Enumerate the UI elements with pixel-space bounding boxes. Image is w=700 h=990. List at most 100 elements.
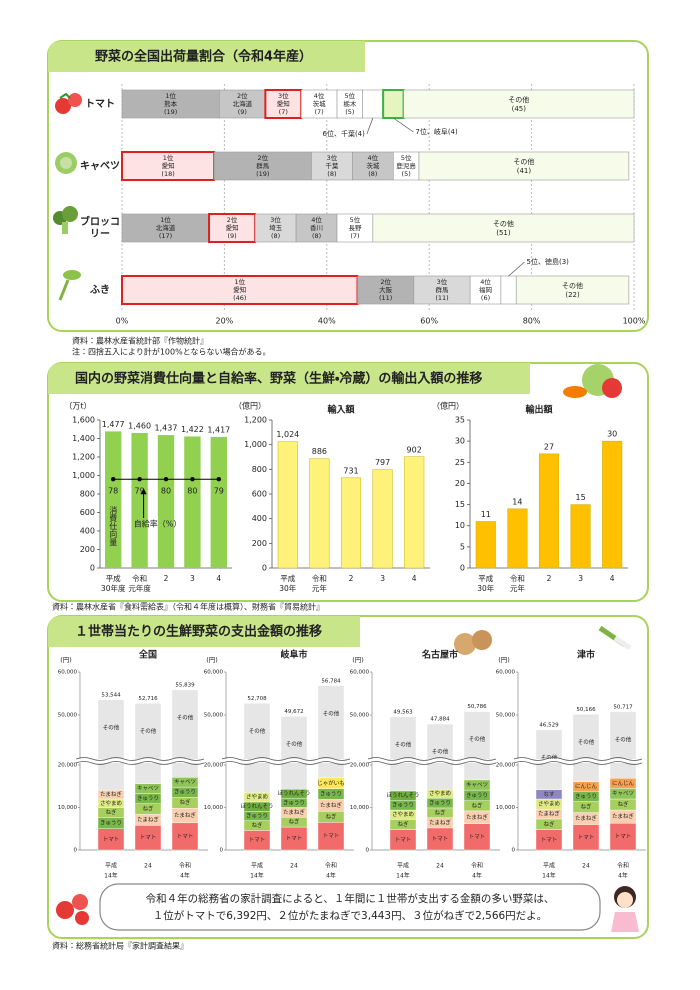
bar-segment [121, 213, 210, 243]
segment-rank: 3位 [270, 215, 281, 224]
segment-rank: 1位 [234, 277, 245, 286]
segment-label: きゅうり [137, 795, 159, 802]
segment-label: きゅうり [283, 799, 305, 806]
segment-label: その他 [249, 727, 266, 735]
bar-segment [609, 823, 637, 851]
segment-label: さやまめ [246, 793, 268, 801]
segment-label: たまねぎ [429, 818, 451, 826]
segment-value: (7) [279, 108, 288, 116]
segment-label: キャベツ [137, 785, 159, 792]
callout-label: 5位、徳島(3) [527, 257, 570, 266]
segment-name: その他 [513, 157, 534, 166]
segment-value: (5) [402, 170, 411, 178]
message: １位がトマトで6,392円、２位がたまねぎで3,443円、３位がねぎで2,566… [153, 909, 547, 922]
row-label: トマト [85, 98, 115, 110]
segment-label: きゅうり [100, 820, 122, 827]
y-tick-label: 60,000 [496, 670, 516, 676]
x-tick-label: 14年 [104, 872, 118, 880]
segment-value: (51) [496, 229, 511, 237]
y-tick-label: 200 [80, 545, 95, 554]
segment-label: キャベツ [612, 790, 634, 797]
segment-name: 群馬 [436, 285, 450, 294]
axis-break-line [367, 761, 497, 765]
bar-segment [362, 89, 384, 119]
value-label: 15 [576, 493, 586, 502]
bar-segment [97, 699, 125, 791]
y-tick-label: 10,000 [350, 805, 370, 811]
y-tick-label: 0 [512, 848, 516, 854]
bar-segment [295, 213, 338, 243]
x-tick-label: 24 [436, 863, 444, 870]
x-tick-label: 24 [582, 863, 590, 870]
value-label: 902 [407, 445, 422, 454]
x-tick-label: 4年 [472, 872, 482, 880]
segment-value: (11) [379, 294, 392, 302]
segment-name: 愛知 [162, 161, 175, 170]
segment-label: きゅうり [429, 800, 451, 807]
bar [105, 431, 122, 568]
icon-broccoli [53, 206, 78, 234]
segment-rank: 5位 [350, 215, 361, 224]
segment-name: 北海道 [156, 223, 176, 232]
axis-break-line [75, 757, 205, 761]
y-tick-label: 1,400 [72, 434, 95, 443]
y-tick-label: 20,000 [496, 763, 516, 769]
y-tick-label: 0 [74, 848, 78, 854]
bar-segment [389, 716, 417, 792]
title-tab [48, 616, 360, 647]
segment-name: その他 [562, 281, 583, 290]
icon-onion [454, 630, 492, 655]
line-value-label: 78 [108, 487, 118, 496]
segment-value: (45) [512, 105, 527, 113]
segment-label: その他 [541, 753, 558, 761]
callout-line [508, 261, 525, 277]
x-tick-label: 2 [349, 574, 354, 583]
y-tick-label: 1,200 [72, 453, 95, 462]
x-tick-label: 平成 [251, 862, 263, 870]
segment-name: 長野 [348, 224, 362, 232]
line-value-label: 80 [187, 487, 197, 496]
y-tick-label: 600 [80, 508, 95, 517]
x-tick-label: 14年 [396, 872, 410, 880]
segment-rank: 4位 [480, 277, 491, 286]
bar-segment [463, 711, 491, 781]
segment-label: トマト [249, 837, 266, 844]
segment-name: 鹿児島 [396, 161, 416, 170]
segment-rank: 4位 [368, 153, 379, 162]
icon-fuki [58, 270, 81, 301]
value-label: 1,460 [128, 421, 151, 430]
x-tick-label: 30年 [279, 583, 297, 593]
bar [538, 453, 560, 569]
bar [404, 456, 425, 569]
bar-segment [463, 823, 491, 851]
segment-label: ねぎ [142, 804, 154, 812]
segment-label: ねぎ [471, 801, 483, 809]
y-tick-label: 5 [460, 542, 465, 551]
y-tick-label: 1,600 [72, 416, 95, 425]
bar [475, 521, 496, 569]
y-tick-label: 800 [252, 465, 267, 474]
y-tick-label: 25 [455, 458, 465, 467]
bar [184, 436, 201, 568]
chart-title: 輸入額 [327, 404, 355, 416]
segment-name: 大阪 [379, 285, 393, 294]
bar-segment [300, 89, 338, 119]
bar-segment [572, 824, 600, 851]
bar-segment [317, 822, 345, 851]
x-tick-label: 24 [144, 863, 152, 870]
x-tick-label: 令和 [325, 862, 337, 870]
total-label: 47,884 [430, 717, 450, 723]
bar-segment [311, 151, 353, 181]
y-tick-label: 60,000 [204, 670, 224, 676]
bar-segment [357, 275, 415, 305]
icon-leek [598, 625, 632, 651]
value-label: 1,477 [102, 420, 125, 429]
y-tick-label: 10 [455, 521, 465, 530]
segment-label: ねぎ [543, 820, 555, 828]
x-tick-label: 元年 [312, 583, 327, 593]
segment-label: トマト [615, 833, 632, 840]
value-label: 1,024 [276, 430, 299, 439]
y-tick-label: 20,000 [350, 763, 370, 769]
segment-label: たまねぎ [320, 801, 342, 809]
